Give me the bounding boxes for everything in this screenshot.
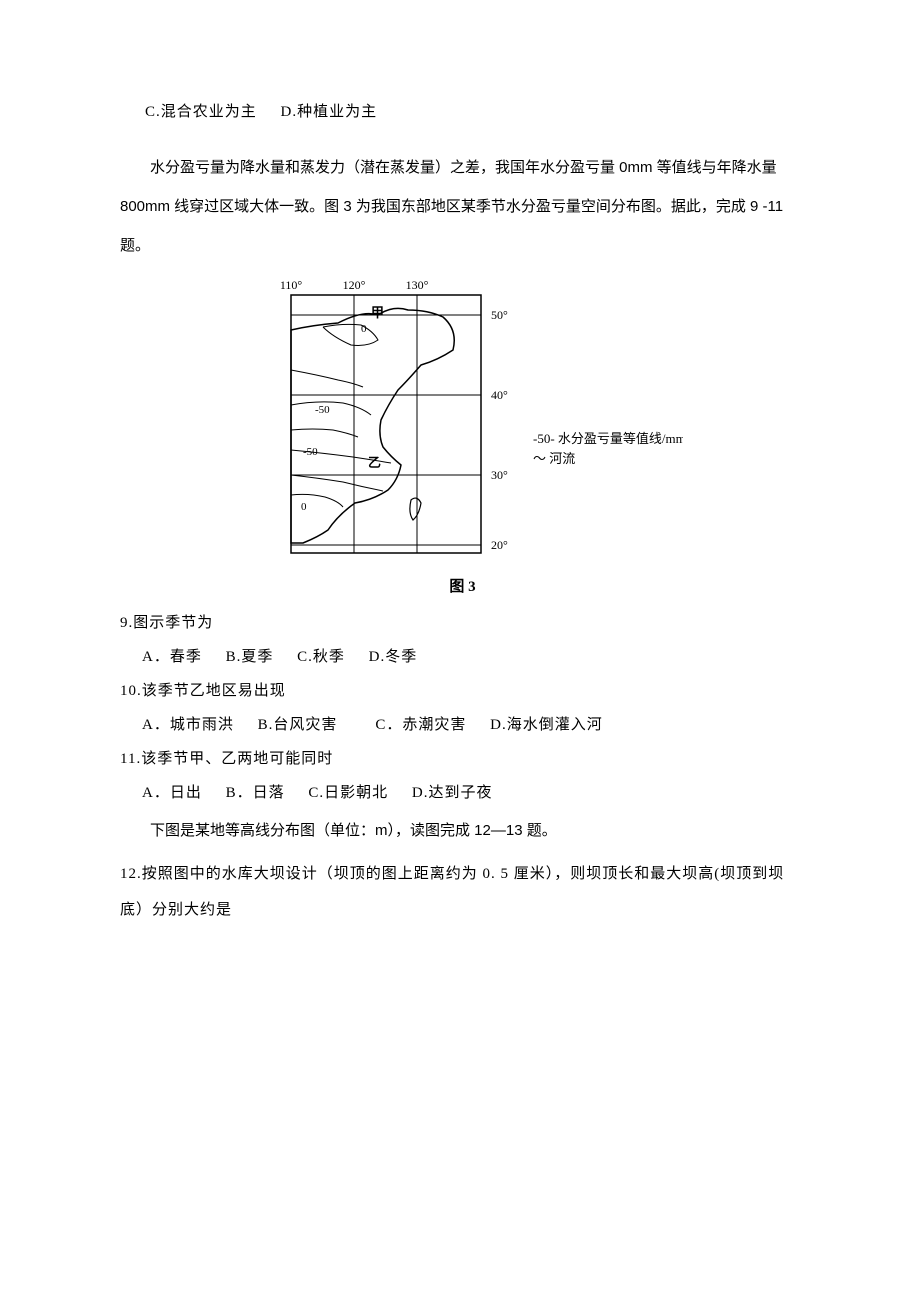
china-east-map-svg: 110° 120° 130° 50° 40° 30° 20° 0 -50 -50…	[243, 275, 683, 565]
q12-stem: 12.按照图中的水库大坝设计（坝顶的图上距离约为 0. 5 厘米），则坝顶长和最…	[120, 856, 805, 928]
contour-label-neg50-2: -50	[303, 446, 318, 458]
lon-120: 120°	[342, 278, 365, 292]
q9-opt-c: C.秋季	[297, 645, 345, 669]
river-1	[291, 370, 363, 387]
q9-opt-b: B.夏季	[226, 645, 274, 669]
map-caption: 图 3	[120, 575, 805, 599]
contour-label-0-s: 0	[301, 501, 307, 513]
q8-option-d: D.种植业为主	[281, 100, 378, 124]
q9-opt-d: D.冬季	[369, 645, 418, 669]
intro-paragraph-2: 下图是某地等高线分布图（单位：m），读图完成 12—13 题。	[120, 817, 805, 844]
q10-options: A．城市雨洪 B.台风灾害 C．赤潮灾害 D.海水倒灌入河	[142, 713, 805, 737]
lat-30: 30°	[491, 468, 508, 482]
lat-50: 50°	[491, 308, 508, 322]
contour-neg50-2	[291, 429, 358, 437]
legend-contour: -50- 水分盈亏量等值线/mm	[533, 431, 683, 446]
intro-paragraph-1: 水分盈亏量为降水量和蒸发力（潜在蒸发量）之差，我国年水分盈亏量 0mm 等值线与…	[120, 148, 805, 265]
q10-opt-b: B.台风灾害	[258, 713, 338, 737]
island-outline	[409, 498, 420, 520]
lat-40: 40°	[491, 388, 508, 402]
q11-options: A．日出 B．日落 C.日影朝北 D.达到子夜	[142, 781, 805, 805]
contour-0-south	[291, 494, 343, 507]
q8-options-line: C.混合农业为主 D.种植业为主	[145, 100, 805, 124]
q11-opt-d: D.达到子夜	[412, 781, 493, 805]
lon-110: 110°	[279, 278, 302, 292]
q11-stem: 11.该季节甲、乙两地可能同时	[120, 747, 805, 771]
map-figure: 110° 120° 130° 50° 40° 30° 20° 0 -50 -50…	[120, 275, 805, 599]
q9-options: A．春季 B.夏季 C.秋季 D.冬季	[142, 645, 805, 669]
contour-label-0-n: 0	[361, 323, 367, 335]
contour-0-north	[323, 324, 378, 345]
q10-opt-d: D.海水倒灌入河	[490, 713, 603, 737]
contour-neg50-1	[291, 402, 371, 415]
lat-20: 20°	[491, 538, 508, 552]
label-yi: 乙	[368, 455, 381, 470]
q11-opt-b: B．日落	[226, 781, 285, 805]
q11-opt-a: A．日出	[142, 781, 202, 805]
legend-river: ～ 河流	[533, 451, 575, 466]
coastline	[291, 308, 454, 543]
q10-stem: 10.该季节乙地区易出现	[120, 679, 805, 703]
q11-opt-c: C.日影朝北	[308, 781, 388, 805]
lon-130: 130°	[405, 278, 428, 292]
q9-opt-a: A．春季	[142, 645, 202, 669]
q10-opt-a: A．城市雨洪	[142, 713, 234, 737]
contour-label-neg50-1: -50	[315, 404, 330, 416]
q9-stem: 9.图示季节为	[120, 611, 805, 635]
label-jia: 甲	[371, 305, 384, 320]
q8-option-c: C.混合农业为主	[145, 100, 257, 124]
q10-opt-c: C．赤潮灾害	[375, 713, 466, 737]
river-3	[291, 475, 383, 491]
